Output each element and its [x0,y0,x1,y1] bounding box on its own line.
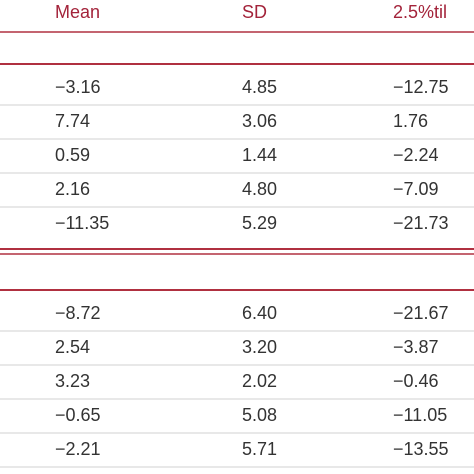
cell: −21.73 [393,213,449,233]
cell: −0.46 [393,371,439,391]
cell: 1.76 [393,111,428,131]
cell: −2.21 [55,439,101,459]
column-header: 2.5%til [393,2,447,22]
cell: −7.09 [393,179,439,199]
cell: 7.74 [55,111,90,131]
column-header: Mean [55,2,100,22]
cell: −11.05 [393,405,447,425]
cell: −21.67 [393,303,449,323]
cell: −2.24 [393,145,439,165]
cell: −0.65 [55,405,101,425]
cell: 2.16 [55,179,90,199]
cell: −13.55 [393,439,449,459]
cell: −3.16 [55,77,101,97]
cell: −8.72 [55,303,101,323]
cell: −3.87 [393,337,439,357]
cell: 4.85 [242,77,277,97]
cell: 1.44 [242,145,277,165]
cell: −11.35 [55,213,109,233]
column-header: SD [242,2,267,22]
cell: 0.59 [55,145,90,165]
cell: 5.08 [242,405,277,425]
cell: 5.71 [242,439,277,459]
cell: 2.02 [242,371,277,391]
cell: 6.40 [242,303,277,323]
cell: 5.29 [242,213,277,233]
cell: 3.20 [242,337,277,357]
cell: 4.80 [242,179,277,199]
cell: 2.54 [55,337,90,357]
cell: 3.06 [242,111,277,131]
cell: 3.23 [55,371,90,391]
cell: −12.75 [393,77,449,97]
